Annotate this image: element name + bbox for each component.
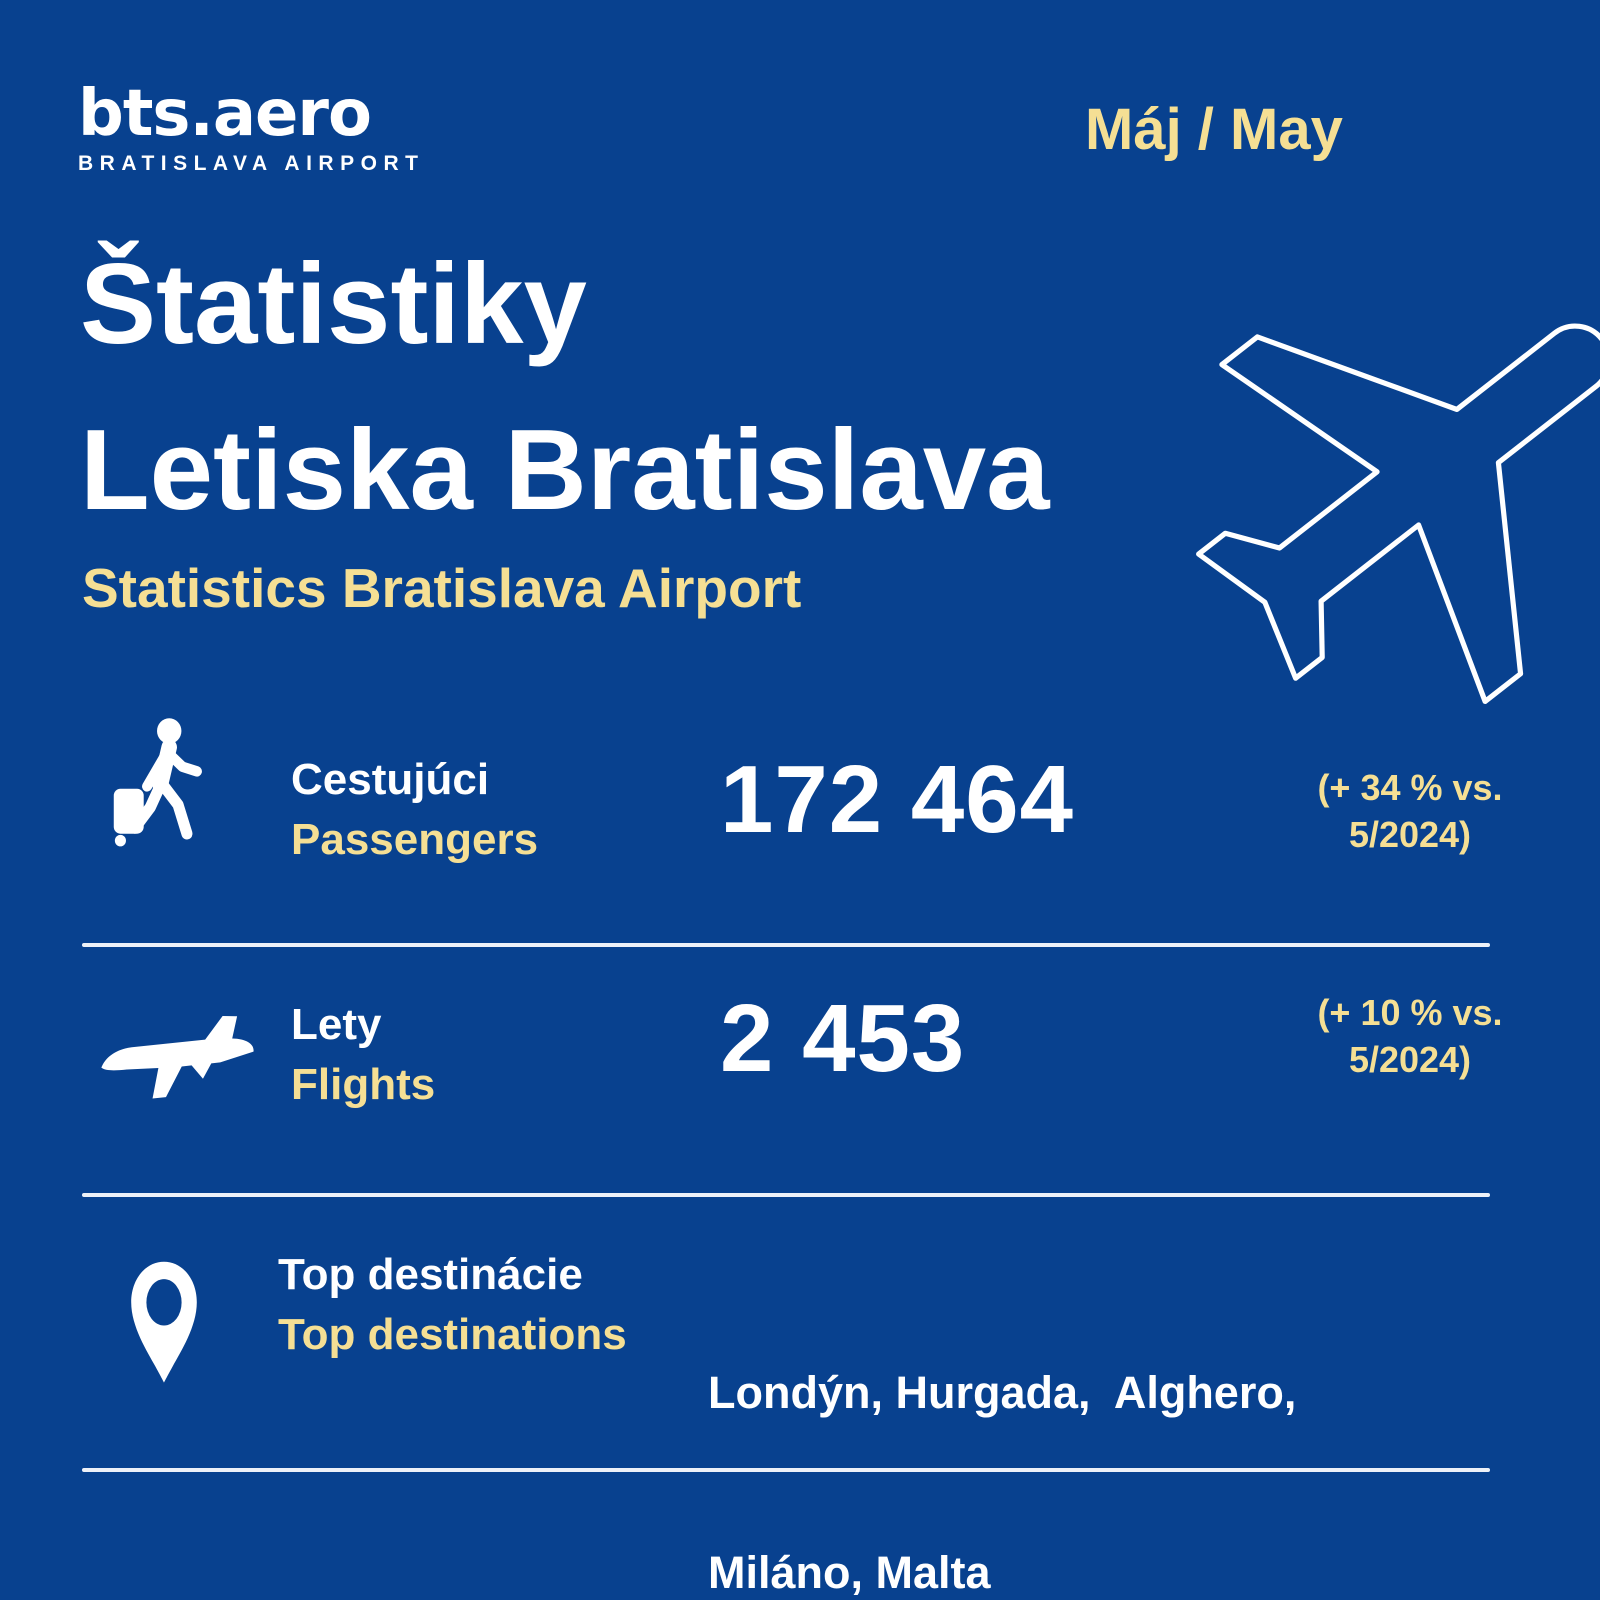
passengers-label-en: Passengers — [291, 815, 539, 864]
passengers-change-line1: (+ 34 % vs. — [1317, 767, 1503, 808]
logo-wordmark: bts.aero — [78, 77, 372, 151]
destinations-labels: Top destinácie Top destinations — [278, 1245, 627, 1365]
location-pin-icon — [124, 1256, 204, 1396]
logo: bts.aero BRATISLAVA AIRPORT — [78, 80, 424, 176]
passengers-change: (+ 34 % vs. 5/2024) — [1300, 764, 1520, 858]
divider — [82, 1468, 1490, 1472]
destinations-list: Londýn, Hurgada, Alghero, Miláno, Malta — [708, 1243, 1328, 1600]
passengers-change-line2: 5/2024) — [1348, 814, 1472, 855]
logo-subtitle: BRATISLAVA AIRPORT — [78, 152, 425, 175]
flights-label-en: Flights — [291, 1060, 436, 1109]
page-title: Štatistiky Letiska Bratislava — [80, 222, 1050, 554]
page-subtitle: Statistics Bratislava Airport — [82, 557, 802, 619]
passengers-labels: Cestujúci Passengers — [291, 750, 538, 870]
airplane-takeoff-icon — [89, 1005, 278, 1119]
flights-label-sk: Lety — [291, 1000, 382, 1049]
destinations-line2: Miláno, Malta — [708, 1547, 991, 1598]
page-title-line2: Letiska Bratislava — [80, 407, 1050, 534]
passenger-with-luggage-icon — [106, 716, 228, 866]
flights-change-line1: (+ 10 % vs. — [1317, 992, 1503, 1033]
destinations-label-sk: Top destinácie — [278, 1250, 583, 1299]
flights-change: (+ 10 % vs. 5/2024) — [1300, 989, 1520, 1083]
divider — [82, 1193, 1490, 1197]
flights-labels: Lety Flights — [291, 995, 435, 1115]
divider — [82, 943, 1490, 947]
page-title-line1: Štatistiky — [80, 241, 587, 368]
flights-value: 2 453 — [720, 985, 966, 1092]
airplane-outline-icon — [1196, 323, 1600, 705]
period-label: Máj / May — [1085, 97, 1343, 162]
passengers-label-sk: Cestujúci — [291, 755, 490, 804]
destinations-label-en: Top destinations — [278, 1310, 627, 1359]
destinations-line1: Londýn, Hurgada, Alghero, — [708, 1367, 1297, 1418]
passengers-value: 172 464 — [720, 746, 1075, 853]
airplane-outline-decoration — [1100, 107, 1600, 828]
flights-change-line2: 5/2024) — [1348, 1039, 1472, 1080]
